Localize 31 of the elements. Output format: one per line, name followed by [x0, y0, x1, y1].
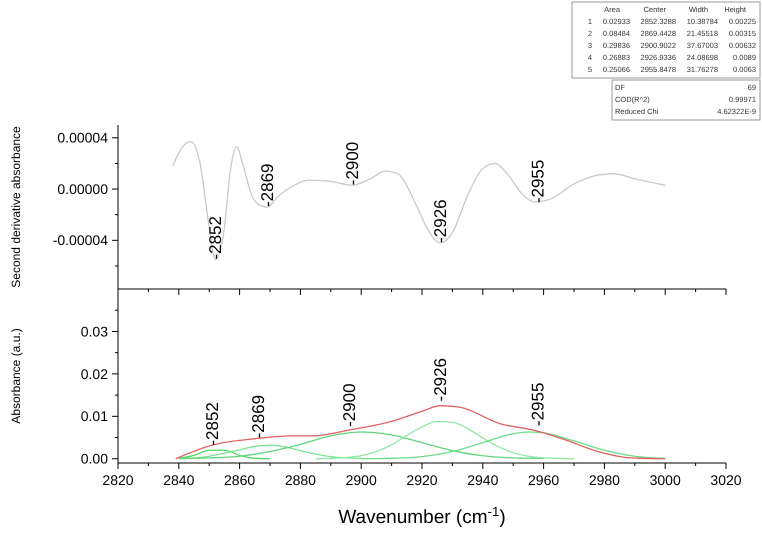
- x-tick-label: 2880: [284, 472, 316, 488]
- y-tick-label: 0.03: [80, 323, 108, 340]
- y-axis-title: Absorbance (a.u.): [9, 328, 23, 424]
- annotation: -2955: [528, 160, 548, 204]
- y-axis-title: Second derivative absorbance: [9, 126, 23, 288]
- x-tick-label: 2860: [224, 472, 256, 488]
- annotation: -2926: [431, 358, 450, 402]
- y-tick-label: 0.00: [80, 450, 108, 467]
- y-tick-label: 0.00000: [57, 180, 108, 197]
- annotation: -2852: [203, 402, 222, 446]
- x-tick-label: 3020: [710, 472, 742, 488]
- y-tick-label: -0.00004: [52, 232, 108, 248]
- annotation: -2852: [206, 216, 226, 260]
- y-tick-label: 0.00004: [57, 130, 108, 146]
- y-tick-label: 0.01: [80, 408, 108, 424]
- annotation: -2869: [248, 394, 268, 438]
- x-tick-label: 2820: [102, 472, 134, 488]
- annotation: -2926: [431, 199, 450, 243]
- x-tick-label: 2920: [406, 472, 438, 488]
- annotation: -2900: [340, 383, 359, 427]
- x-tick-label: 2840: [163, 472, 195, 488]
- x-tick-label: 2940: [467, 472, 499, 488]
- x-tick-label: 3000: [650, 472, 681, 488]
- annotation: -2900: [343, 142, 362, 186]
- x-tick-label: 2960: [528, 472, 560, 488]
- annotation: -2955: [528, 382, 548, 426]
- annotation: -2869: [258, 164, 277, 207]
- x-tick-label: 2980: [588, 472, 620, 488]
- x-tick-label: 2900: [346, 472, 377, 488]
- x-axis-title: Wavenumber (cm$^{-1}$): [338, 504, 506, 528]
- y-tick-label: 0.02: [80, 366, 108, 382]
